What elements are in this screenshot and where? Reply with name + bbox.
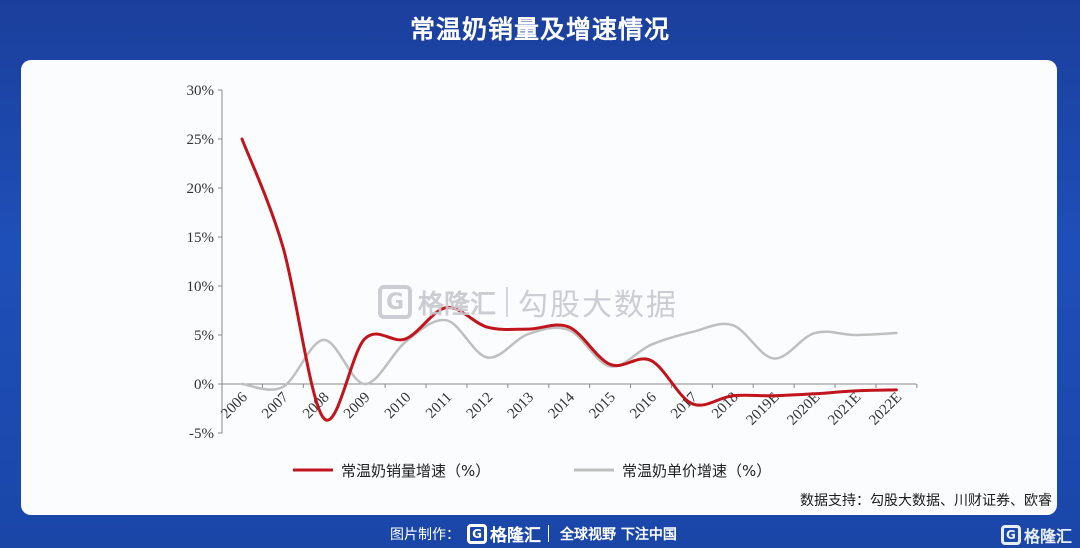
page-title: 常温奶销量及增速情况 [409, 15, 670, 44]
y-tick-label: 5% [194, 328, 214, 344]
legend-label: 常温奶单价增速（%） [622, 462, 771, 480]
x-tick-label: 2006 [218, 389, 251, 422]
x-tick-label: 2009 [341, 390, 374, 423]
y-tick-label: -5% [189, 426, 214, 442]
footer-logo: G 格隆汇 [467, 521, 541, 546]
x-tick-label: 2012 [464, 390, 497, 423]
footer-right-brand: 格隆汇 [1023, 527, 1072, 546]
legend-label: 常温奶销量增速（%） [341, 462, 490, 480]
footer-label: 图片制作： [390, 527, 460, 543]
chart-card [21, 60, 1057, 515]
series-line-price-growth [240, 318, 898, 391]
x-tick-label: 2007 [259, 389, 292, 422]
footer-logo-icon: G [467, 523, 487, 544]
x-tick-label: 2010 [382, 390, 415, 423]
x-tick-label: 2015 [586, 390, 619, 423]
watermark-logo-icon: G [378, 285, 412, 319]
y-tick-label: 30% [187, 83, 215, 99]
footer-right-logo: G 格隆汇 [1000, 523, 1072, 547]
x-tick-label: 2011 [423, 390, 455, 422]
footer-slogan: 全球视野 下注中国 [560, 527, 677, 543]
footer-brand: 格隆汇 [490, 526, 541, 546]
watermark-brand: 格隆汇 [418, 289, 497, 320]
watermark: G 格隆汇 勾股大数据 [378, 280, 678, 324]
data-source: 数据支持：勾股大数据、川财证券、欧睿 [800, 493, 1052, 509]
footer-right-logo-icon: G [1000, 525, 1021, 545]
y-tick-label: 15% [187, 230, 215, 246]
x-tick-label: 2013 [505, 390, 538, 423]
watermark-text: 勾股大数据 [518, 288, 679, 323]
series-line-volume-growth [240, 137, 898, 422]
y-tick-label: 25% [187, 132, 215, 148]
footer: 图片制作： G 格隆汇 全球视野 下注中国 G 格隆汇 [0, 519, 1080, 548]
footer-divider [548, 525, 549, 542]
watermark-divider [506, 287, 509, 317]
x-tick-label: 2014 [546, 389, 579, 422]
y-tick-label: 10% [187, 279, 215, 295]
x-tick-label: 2022E [866, 390, 905, 429]
y-tick-label: 0% [194, 377, 214, 393]
x-tick-label: 2021E [825, 390, 864, 429]
x-tick-label: 2016 [627, 389, 660, 422]
y-tick-label: 20% [187, 181, 215, 197]
